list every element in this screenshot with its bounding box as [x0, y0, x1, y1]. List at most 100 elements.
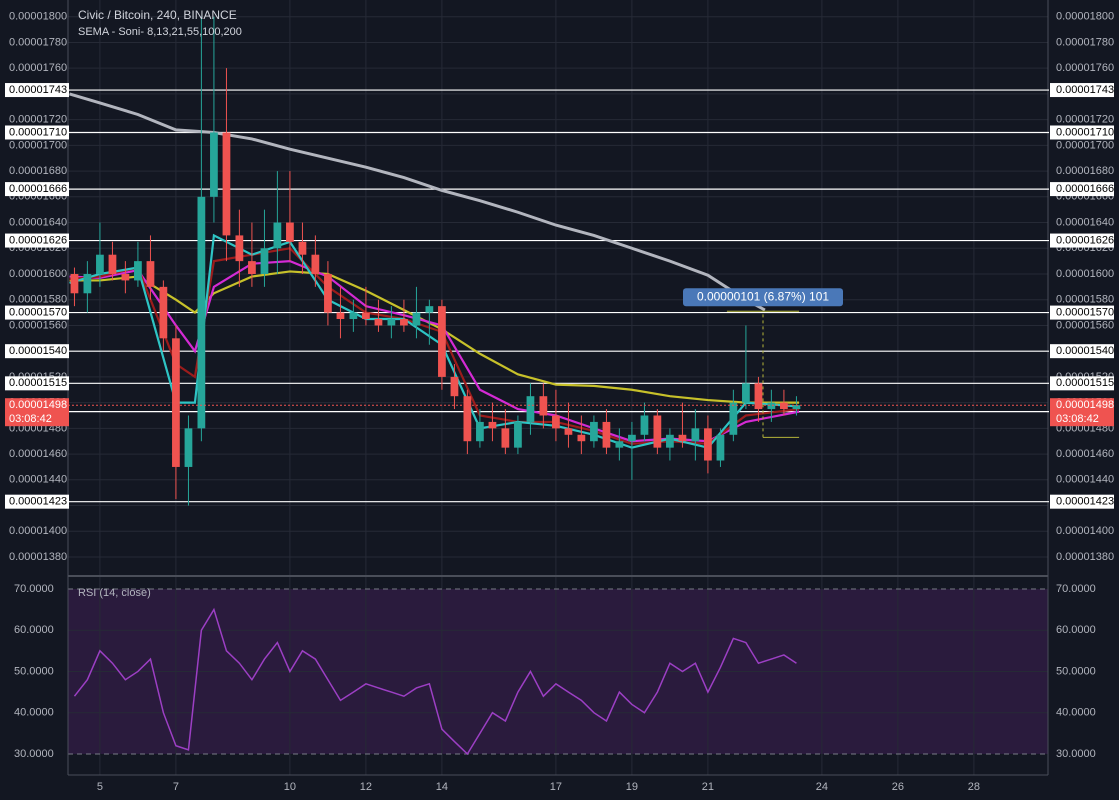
level-label: 0.00001540: [1056, 345, 1114, 357]
level-label: 0.00001515: [1056, 377, 1114, 389]
rsi-line: [73, 607, 797, 756]
chart-title: Civic / Bitcoin, 240, BINANCE: [78, 8, 237, 22]
candle-body: [349, 312, 358, 320]
y-tick-label: 0.00001560: [9, 319, 67, 331]
candle-body: [70, 273, 79, 294]
indicator-label: SEMA - Soni- 8,13,21,55,100,200: [78, 26, 242, 38]
candle-body: [298, 241, 307, 255]
candle-body: [425, 306, 434, 313]
y-tick-label: 0.00001440: [1056, 474, 1114, 486]
x-tick-label: 21: [702, 781, 714, 793]
candle-body: [742, 383, 750, 403]
x-tick-label: 12: [360, 781, 372, 793]
candle-body: [286, 222, 294, 242]
x-tick-label: 7: [173, 781, 179, 793]
candle-body: [678, 434, 687, 442]
candle-body: [463, 396, 472, 442]
candle-body: [476, 421, 484, 442]
y-tick-label: 0.00001460: [9, 448, 67, 460]
y-tick-label: 0.00001780: [1056, 36, 1114, 48]
y-tick-label: 0.00001680: [1056, 165, 1114, 177]
level-tag: [1050, 305, 1114, 320]
candle-body: [438, 306, 446, 377]
y-tick-label: 0.00001400: [9, 525, 67, 537]
level-label: 0.00001710: [1056, 126, 1114, 138]
level-tag: [1050, 344, 1114, 359]
x-tick-label: 28: [968, 781, 980, 793]
level-tag: [5, 344, 69, 359]
candle-body: [640, 415, 649, 435]
candle-body: [767, 402, 776, 410]
candle-body: [96, 254, 104, 274]
level-tag: [1050, 182, 1114, 197]
y-tick-label: 0.00001460: [1056, 448, 1114, 460]
y-tick-label: 0.00001380: [9, 551, 67, 563]
y-tick-label: 0.00001400: [1056, 525, 1114, 537]
candle-body: [108, 254, 117, 274]
x-tick-label: 5: [97, 781, 103, 793]
y-tick-label: 0.00001800: [9, 11, 67, 23]
rsi-tick-label: 40.0000: [14, 707, 54, 719]
candle-body: [121, 273, 130, 281]
y-tick-label: 0.00001640: [9, 216, 67, 228]
candle-body: [729, 402, 738, 435]
candle-body: [134, 261, 142, 281]
candle-body: [197, 196, 206, 429]
level-tag: [5, 125, 69, 140]
last-price-tag: [1050, 398, 1114, 427]
candle-body: [362, 312, 370, 320]
level-label: 0.00001423: [9, 496, 67, 508]
y-tick-label: 0.00001700: [9, 139, 67, 151]
candle-body: [273, 222, 282, 249]
level-label: 0.00001743: [1056, 84, 1114, 96]
level-tag: [5, 83, 69, 98]
x-tick-label: 19: [626, 781, 638, 793]
measure-label: 0.00000101 (6.87%) 101: [697, 289, 829, 303]
level-label: 0.00001423: [1056, 496, 1114, 508]
candle-body: [324, 273, 332, 313]
rsi-tick-label: 50.0000: [14, 665, 54, 677]
y-tick-label: 0.00001800: [1056, 11, 1114, 23]
last-price-label: 0.00001498: [9, 399, 67, 411]
candle-body: [602, 421, 611, 448]
level-label: 0.00001515: [9, 377, 67, 389]
candle-body: [311, 254, 320, 274]
candle-body: [704, 428, 712, 461]
candle-body: [387, 319, 396, 326]
x-tick-label: 26: [892, 781, 904, 793]
level-tag: [1050, 494, 1114, 509]
candle-body: [754, 383, 763, 410]
candle-body: [235, 235, 244, 262]
level-label: 0.00001666: [9, 183, 67, 195]
candle-body: [488, 421, 497, 429]
level-tag: [1050, 83, 1114, 98]
y-tick-label: 0.00001700: [1056, 139, 1114, 151]
candle-body: [222, 132, 231, 236]
candle-body: [184, 428, 193, 467]
candle-body: [83, 273, 92, 294]
level-label: 0.00001626: [9, 234, 67, 246]
x-tick-label: 14: [436, 781, 448, 793]
y-tick-label: 0.00001600: [1056, 268, 1114, 280]
rsi-title: RSI (14, close): [78, 587, 151, 599]
candle-body: [374, 319, 383, 326]
x-tick-label: 17: [550, 781, 562, 793]
x-tick-label: 10: [284, 781, 296, 793]
rsi-tick-label: 60.0000: [1056, 624, 1096, 636]
rsi-tick-label: 30.0000: [14, 748, 54, 760]
level-label: 0.00001570: [1056, 306, 1114, 318]
candle-body: [260, 248, 269, 274]
level-tag: [1050, 233, 1114, 248]
level-label: 0.00001710: [9, 126, 67, 138]
y-tick-label: 0.00001580: [9, 294, 67, 306]
y-tick-label: 0.00001780: [9, 36, 67, 48]
level-label: 0.00001666: [1056, 183, 1114, 195]
y-tick-label: 0.00001560: [1056, 319, 1114, 331]
candle-body: [248, 261, 256, 274]
countdown-label: 03:08:42: [1056, 413, 1099, 425]
candle-body: [172, 338, 180, 467]
candle-body: [336, 312, 345, 320]
y-tick-label: 0.00001580: [1056, 294, 1114, 306]
measure-box: [683, 288, 844, 307]
